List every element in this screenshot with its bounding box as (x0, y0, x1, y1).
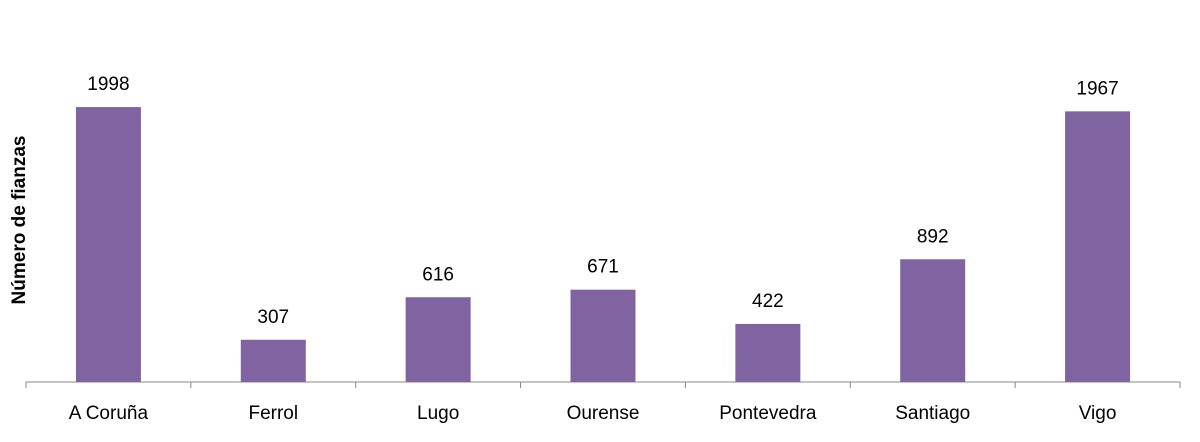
x-tick-label: Santiago (895, 403, 970, 424)
value-label: 1998 (87, 74, 129, 95)
x-tick-label: Ferrol (248, 403, 298, 424)
value-label: 422 (752, 291, 784, 312)
value-label: 307 (257, 307, 289, 328)
y-axis-label: Número de fianzas (9, 136, 30, 305)
bar (1065, 111, 1131, 383)
x-tick-label: Ourense (567, 403, 640, 424)
bar (900, 259, 966, 382)
value-label: 1967 (1076, 78, 1118, 99)
bar (405, 297, 471, 382)
value-label: 616 (422, 264, 454, 285)
bar (735, 323, 801, 382)
bar (570, 289, 636, 382)
x-tick-label: Vigo (1079, 403, 1117, 424)
x-tick-label: Pontevedra (719, 403, 817, 424)
x-tick-label: Lugo (417, 403, 459, 424)
x-tick-label: A Coruña (69, 403, 149, 424)
bar (240, 339, 306, 382)
value-label: 892 (917, 226, 949, 247)
bar (75, 107, 141, 383)
value-label: 671 (587, 257, 619, 278)
